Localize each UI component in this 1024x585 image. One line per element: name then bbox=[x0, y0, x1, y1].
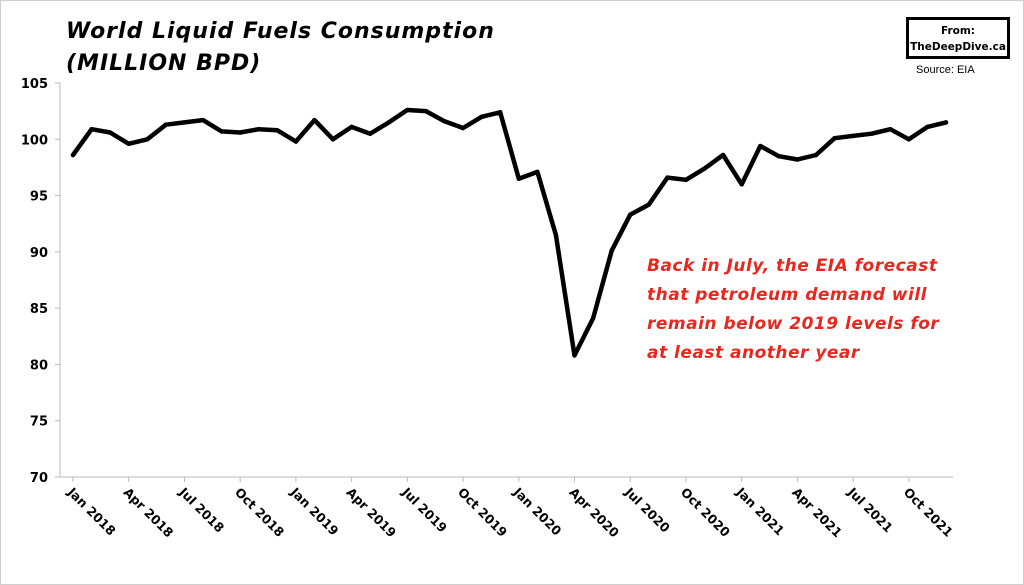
data-point bbox=[256, 126, 261, 132]
data-point bbox=[386, 120, 391, 125]
data-point bbox=[720, 152, 726, 158]
data-point bbox=[516, 176, 521, 181]
data-point bbox=[182, 120, 187, 125]
badge-line-1: From: bbox=[940, 25, 976, 37]
annotation-line: that petroleum demand will bbox=[647, 285, 928, 305]
y-tick-label: 85 bbox=[30, 302, 48, 317]
data-point bbox=[758, 143, 763, 149]
data-point bbox=[665, 175, 670, 180]
x-tick-label: Oct 2020 bbox=[678, 485, 733, 540]
data-point bbox=[628, 212, 633, 217]
x-tick-label: Jan 2021 bbox=[733, 484, 788, 539]
data-point bbox=[590, 316, 596, 321]
x-tick-label: Jul 2019 bbox=[399, 484, 451, 536]
data-point bbox=[813, 152, 819, 158]
data-point bbox=[888, 126, 893, 132]
y-tick-label: 95 bbox=[30, 190, 48, 205]
data-point bbox=[535, 169, 540, 175]
data-point bbox=[275, 128, 280, 133]
data-point bbox=[349, 124, 354, 130]
data-point bbox=[906, 137, 912, 142]
data-point bbox=[572, 353, 577, 358]
x-tick-label: Apr 2020 bbox=[566, 485, 622, 541]
x-tick-label: Jul 2020 bbox=[621, 484, 673, 536]
data-point bbox=[776, 153, 782, 159]
chart-title: World Liquid Fuels Consumption (MILLION … bbox=[66, 16, 495, 80]
data-point bbox=[423, 108, 429, 114]
data-point bbox=[832, 135, 837, 141]
y-tick-label: 100 bbox=[21, 133, 48, 148]
x-tick-label: Jul 2021 bbox=[844, 484, 896, 536]
y-tick-label: 75 bbox=[30, 415, 48, 430]
title-line-1: World Liquid Fuels Consumption bbox=[66, 19, 495, 44]
annotation-line: remain below 2019 levels for bbox=[647, 314, 940, 334]
x-tick-label: Oct 2021 bbox=[901, 485, 956, 540]
annotation: Back in July, the EIA forecast that petro… bbox=[647, 256, 940, 363]
data-point bbox=[553, 232, 559, 238]
x-tick-label: Jan 2018 bbox=[64, 484, 119, 539]
data-point bbox=[442, 119, 447, 124]
y-tick-label: 80 bbox=[30, 358, 48, 373]
data-point bbox=[330, 137, 336, 142]
annotation-line: Back in July, the EIA forecast bbox=[647, 256, 938, 276]
data-point bbox=[237, 130, 243, 135]
data-point bbox=[646, 202, 652, 207]
x-tick-label: Jul 2018 bbox=[176, 484, 228, 536]
data-point bbox=[163, 122, 169, 127]
x-tick-label: Apr 2021 bbox=[789, 485, 845, 541]
y-tick-label: 90 bbox=[30, 246, 48, 261]
annotation-line: at least another year bbox=[647, 343, 861, 363]
x-axis-ticks: Jan 2018 Apr 2018 Jul 2018 Oct 2018 Jan 2019… bbox=[64, 477, 956, 541]
x-tick-label: Jan 2020 bbox=[510, 484, 565, 539]
data-point bbox=[795, 157, 800, 162]
title-line-2: (MILLION BPD) bbox=[66, 51, 262, 76]
x-tick-label: Jan 2019 bbox=[287, 484, 342, 539]
series-group bbox=[70, 107, 949, 358]
series-line bbox=[70, 107, 949, 358]
data-point bbox=[850, 133, 856, 139]
y-tick-label: 70 bbox=[30, 471, 48, 486]
data-point bbox=[200, 117, 206, 123]
data-point bbox=[498, 110, 503, 115]
data-point bbox=[367, 131, 373, 136]
data-point bbox=[312, 117, 317, 123]
source-label: Source: EIA bbox=[916, 64, 975, 76]
x-tick-label: Oct 2018 bbox=[232, 485, 287, 540]
x-tick-label: Oct 2019 bbox=[455, 485, 510, 540]
y-axis-ticks: 105 100 95 90 85 80 75 70 bbox=[21, 77, 60, 486]
data-point bbox=[89, 126, 94, 132]
data-point bbox=[293, 139, 299, 144]
y-tick-label: 105 bbox=[21, 77, 48, 92]
data-point bbox=[609, 248, 614, 253]
x-tick-label: Apr 2019 bbox=[343, 485, 399, 541]
x-tick-label: Apr 2018 bbox=[121, 485, 177, 541]
data-point bbox=[107, 130, 113, 135]
data-point bbox=[219, 129, 224, 134]
data-point bbox=[460, 125, 466, 131]
data-point bbox=[702, 166, 707, 171]
axes bbox=[59, 83, 953, 478]
data-point bbox=[869, 131, 874, 136]
data-point bbox=[145, 137, 150, 142]
source-badge: From: TheDeepDive.ca bbox=[906, 17, 1010, 59]
data-point bbox=[739, 182, 744, 187]
data-point bbox=[405, 107, 410, 113]
data-point bbox=[683, 177, 689, 183]
data-point bbox=[479, 114, 484, 119]
data-point bbox=[70, 152, 76, 158]
badge-line-2: TheDeepDive.ca bbox=[910, 41, 1006, 53]
data-point bbox=[943, 120, 949, 125]
data-point bbox=[925, 124, 930, 130]
data-point bbox=[126, 141, 131, 146]
